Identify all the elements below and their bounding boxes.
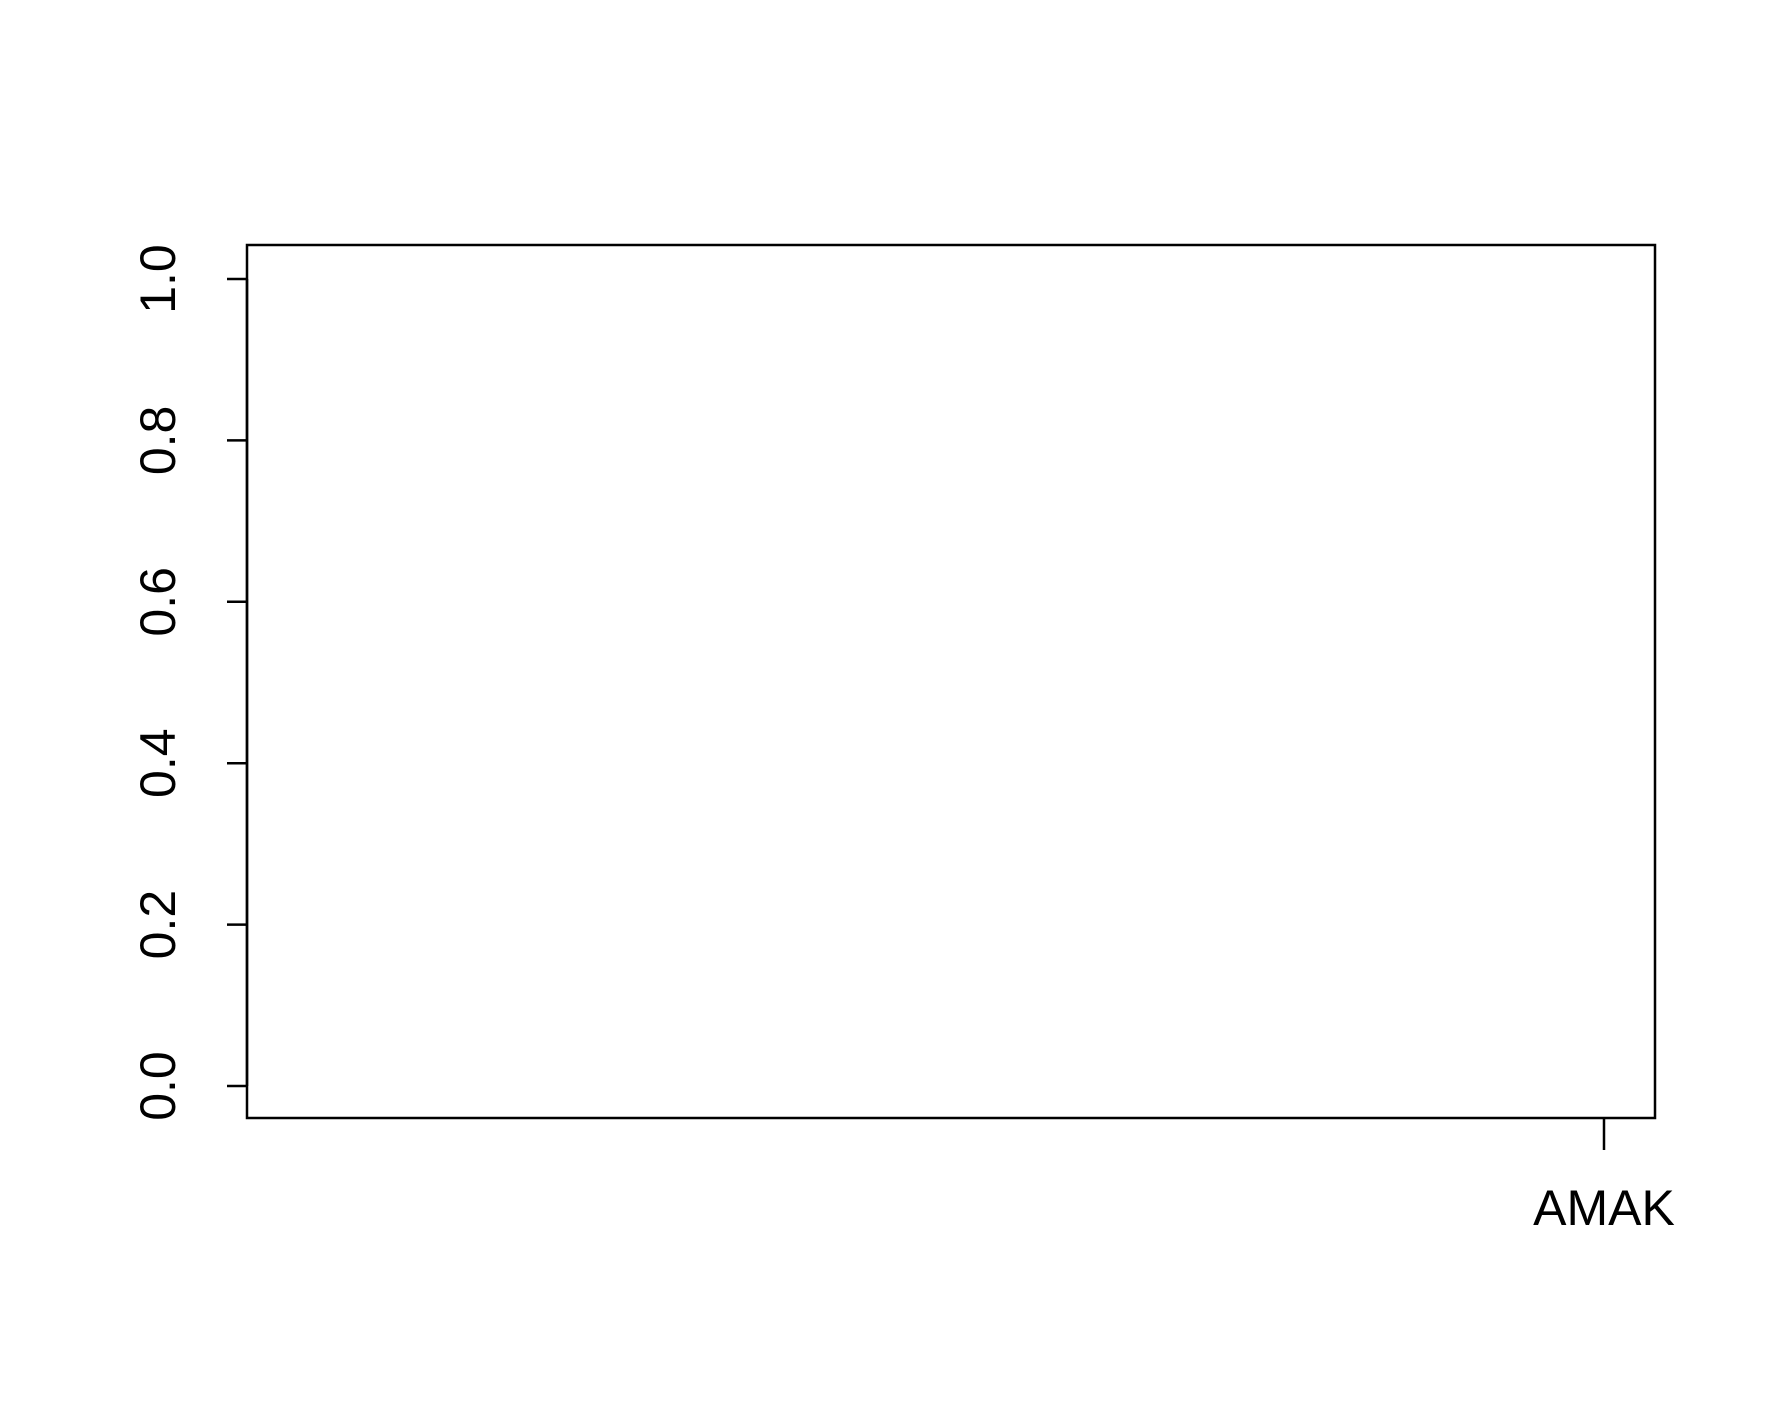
y-axis: 0.0 0.2 0.4 0.6 0.8 1.0 xyxy=(130,244,249,1121)
y-tick-label: 0.2 xyxy=(130,890,186,960)
y-tick-label: 1.0 xyxy=(130,244,186,314)
x-axis: AMAK xyxy=(1533,1118,1675,1236)
y-tick-label: 0.4 xyxy=(130,728,186,798)
y-tick-label: 0.6 xyxy=(130,567,186,637)
x-tick-label: AMAK xyxy=(1533,1180,1675,1236)
y-tick-label: 0.8 xyxy=(130,406,186,476)
y-tick-label: 0.0 xyxy=(130,1051,186,1121)
